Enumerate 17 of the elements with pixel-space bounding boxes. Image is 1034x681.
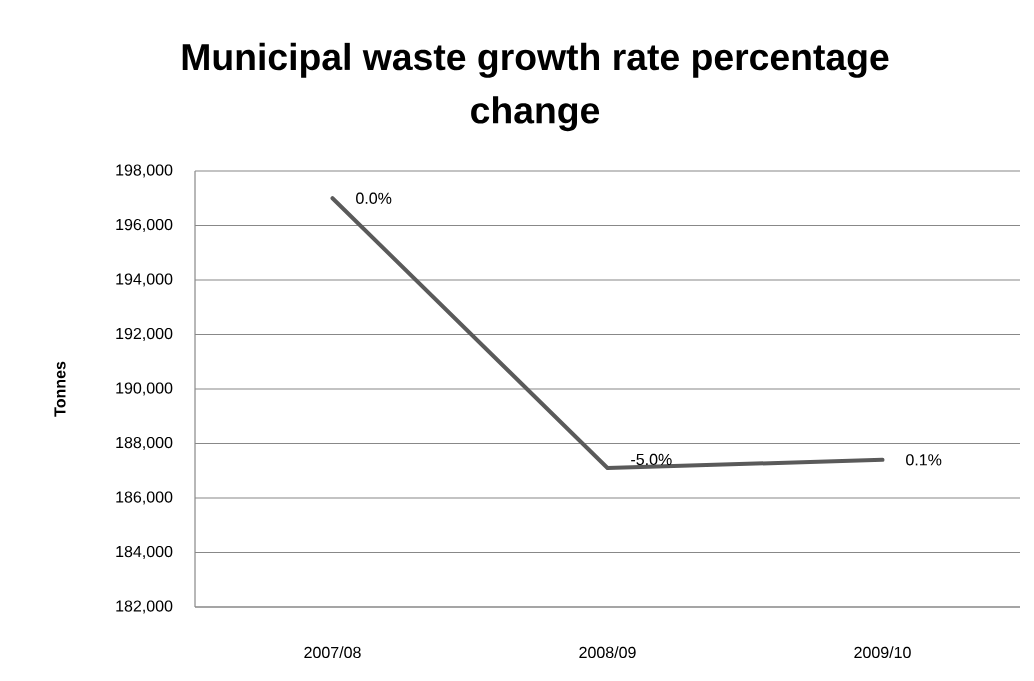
annotation: -5.0% <box>631 453 672 466</box>
y-tick-label: 198,000 <box>116 164 173 178</box>
x-tick-label: 2007/08 <box>304 646 361 659</box>
y-tick-label: 192,000 <box>116 327 173 342</box>
y-tick-label: 182,000 <box>116 600 173 614</box>
y-tick-label: 188,000 <box>116 436 173 451</box>
y-tick-label: 196,000 <box>116 218 173 233</box>
y-tick-label: 186,000 <box>116 491 173 505</box>
annotation: 0.1% <box>906 454 942 466</box>
y-axis-title: Tonnes <box>54 361 66 417</box>
y-tick-label: 190,000 <box>116 382 173 396</box>
x-tick-label: 2008/09 <box>579 646 636 659</box>
y-tick-label: 184,000 <box>116 545 173 560</box>
y-tick-label: 194,000 <box>116 273 173 287</box>
annotation: 0.0% <box>356 192 392 204</box>
x-tick-label: 2009/10 <box>854 646 911 659</box>
chart-title: Municipal waste growth rate percentage change <box>182 42 889 132</box>
